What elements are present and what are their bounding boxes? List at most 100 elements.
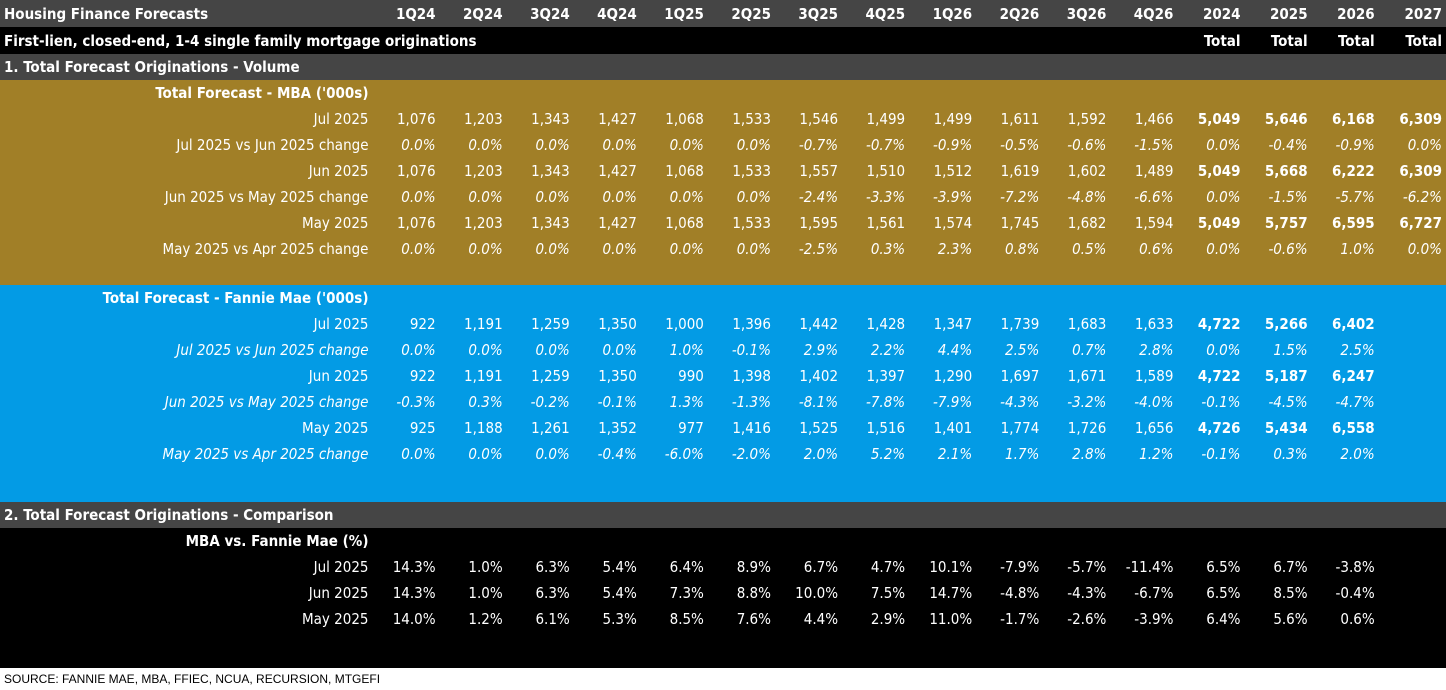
- data-cell: 0.0%: [440, 236, 507, 262]
- column-header: 4Q24: [574, 0, 641, 27]
- row-label: Jun 2025: [0, 580, 373, 606]
- data-cell: 6,222: [1312, 158, 1379, 184]
- data-cell: 14.0%: [373, 606, 440, 632]
- data-cell: 0.0%: [440, 441, 507, 467]
- data-cell: 5.3%: [574, 606, 641, 632]
- column-header: 1Q26: [909, 0, 976, 27]
- data-cell: -6.7%: [1110, 580, 1177, 606]
- data-cell: 1,595: [775, 210, 842, 236]
- data-cell: 0.3%: [1245, 441, 1312, 467]
- data-cell: 1,343: [507, 158, 574, 184]
- data-cell: 1,592: [1043, 106, 1110, 132]
- data-cell: 1,343: [507, 106, 574, 132]
- column-header: 4Q25: [842, 0, 909, 27]
- data-cell: [1379, 606, 1446, 632]
- column-header: 3Q25: [775, 0, 842, 27]
- data-cell: -4.0%: [1110, 389, 1177, 415]
- data-cell: 1,546: [775, 106, 842, 132]
- data-cell: 1.0%: [1312, 236, 1379, 262]
- data-cell: 1,739: [976, 311, 1043, 337]
- row-label: May 2025 vs Apr 2025 change: [0, 236, 373, 262]
- data-cell: -4.3%: [976, 389, 1043, 415]
- data-cell: 0.0%: [373, 132, 440, 158]
- data-cell: 0.0%: [641, 184, 708, 210]
- empty-cell: [641, 27, 708, 54]
- total-label: Total: [1177, 27, 1244, 54]
- data-cell: 1,745: [976, 210, 1043, 236]
- data-cell: 922: [373, 311, 440, 337]
- data-cell: 1,259: [507, 311, 574, 337]
- data-cell: 1,343: [507, 210, 574, 236]
- data-cell: -0.1%: [1177, 441, 1244, 467]
- data-cell: 1,697: [976, 363, 1043, 389]
- data-cell: 4,722: [1177, 363, 1244, 389]
- data-cell: [1379, 337, 1446, 363]
- data-cell: 6,247: [1312, 363, 1379, 389]
- empty-cell: [507, 27, 574, 54]
- data-cell: 1,076: [373, 158, 440, 184]
- report-subtitle: First-lien, closed-end, 1-4 single famil…: [0, 27, 373, 54]
- data-cell: 6,727: [1379, 210, 1446, 236]
- data-cell: 1,402: [775, 363, 842, 389]
- data-cell: 4.4%: [909, 337, 976, 363]
- data-cell: 0.0%: [1379, 236, 1446, 262]
- change-row: Jun 2025 vs May 2025 change-0.3%0.3%-0.2…: [0, 389, 1446, 415]
- data-cell: 1,602: [1043, 158, 1110, 184]
- data-cell: 6.5%: [1177, 554, 1244, 580]
- group-title: MBA vs. Fannie Mae (%): [0, 528, 373, 554]
- data-cell: [1379, 363, 1446, 389]
- data-cell: 6.7%: [1245, 554, 1312, 580]
- group-padding: [0, 467, 1446, 502]
- data-cell: 922: [373, 363, 440, 389]
- data-cell: 1,427: [574, 158, 641, 184]
- data-cell: -0.9%: [909, 132, 976, 158]
- data-cell: -1.3%: [708, 389, 775, 415]
- data-cell: 4,726: [1177, 415, 1244, 441]
- data-cell: -2.4%: [775, 184, 842, 210]
- data-cell: 0.0%: [1177, 184, 1244, 210]
- data-cell: -6.0%: [641, 441, 708, 467]
- data-cell: -7.8%: [842, 389, 909, 415]
- empty-cell: [0, 262, 1446, 285]
- data-cell: 6,595: [1312, 210, 1379, 236]
- data-cell: 5.6%: [1245, 606, 1312, 632]
- data-cell: 1,203: [440, 106, 507, 132]
- data-cell: -0.7%: [775, 132, 842, 158]
- data-cell: 0.0%: [574, 132, 641, 158]
- data-cell: -0.4%: [1312, 580, 1379, 606]
- empty-cell: [775, 27, 842, 54]
- data-cell: -5.7%: [1043, 554, 1110, 580]
- data-cell: 1,000: [641, 311, 708, 337]
- data-cell: 2.2%: [842, 337, 909, 363]
- data-cell: -3.8%: [1312, 554, 1379, 580]
- data-cell: 1,191: [440, 363, 507, 389]
- data-cell: 14.3%: [373, 554, 440, 580]
- column-header: 2Q25: [708, 0, 775, 27]
- data-cell: 1,533: [708, 106, 775, 132]
- data-cell: 0.0%: [507, 337, 574, 363]
- data-cell: 0.0%: [1177, 337, 1244, 363]
- data-cell: 0.0%: [373, 184, 440, 210]
- data-cell: -4.8%: [976, 580, 1043, 606]
- data-cell: 1,683: [1043, 311, 1110, 337]
- data-cell: 1,561: [842, 210, 909, 236]
- data-cell: 2.3%: [909, 236, 976, 262]
- data-cell: 0.0%: [1177, 132, 1244, 158]
- data-cell: 5.4%: [574, 580, 641, 606]
- data-cell: 8.5%: [641, 606, 708, 632]
- data-cell: 1,068: [641, 210, 708, 236]
- data-cell: 1,499: [909, 106, 976, 132]
- data-cell: 5,266: [1245, 311, 1312, 337]
- empty-cell: [574, 27, 641, 54]
- data-cell: -6.6%: [1110, 184, 1177, 210]
- data-cell: -0.1%: [708, 337, 775, 363]
